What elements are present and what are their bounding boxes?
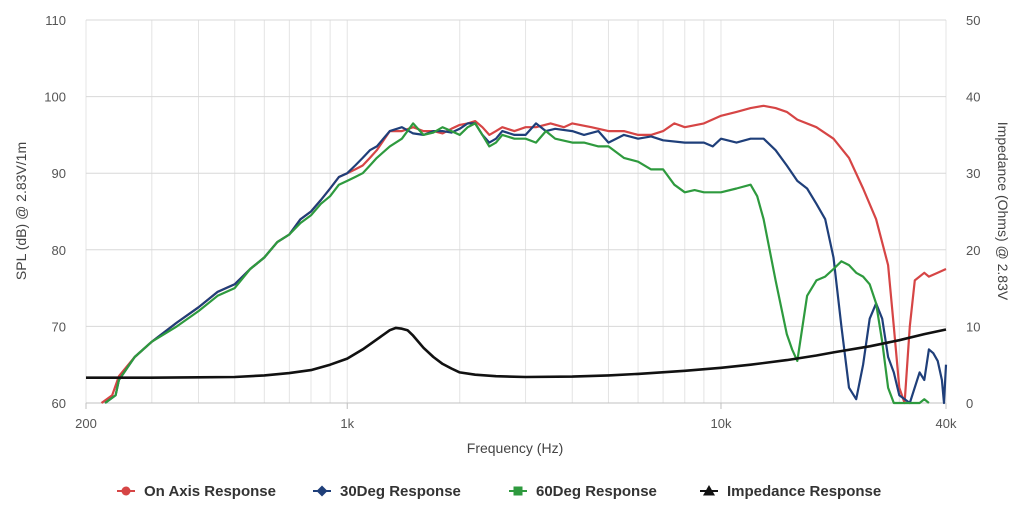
y-right-tick-label: 20 xyxy=(966,243,980,258)
series-line-on-axis-response xyxy=(100,104,947,405)
legend-label-60deg-response: 60Deg Response xyxy=(536,483,657,500)
legend-marker-60deg-response xyxy=(513,486,523,496)
legend-label-30deg-response: 30Deg Response xyxy=(340,483,461,500)
y-axis-left-title: SPL (dB) @ 2.83V/1m xyxy=(13,142,29,280)
y-right-tick-label: 40 xyxy=(966,90,980,105)
series-lines xyxy=(86,104,948,405)
x-tick-label: 10k xyxy=(710,416,731,431)
y-left-tick-label: 90 xyxy=(52,166,66,181)
x-tick-label: 1k xyxy=(340,416,354,431)
legend: On Axis Response 30Deg Response 60Deg Resp… xyxy=(117,483,881,500)
y-left-tick-label: 70 xyxy=(52,319,66,334)
legend-label-impedance-response: Impedance Response xyxy=(727,483,881,500)
y-left-tick-label: 60 xyxy=(52,396,66,411)
y-right-tick-label: 10 xyxy=(966,319,980,334)
y-right-tick-label: 30 xyxy=(966,166,980,181)
y-right-tick-label: 0 xyxy=(966,396,973,411)
legend-marker-on-axis-response xyxy=(121,486,131,496)
y-left-tick-label: 110 xyxy=(45,13,66,28)
y-right-tick-label: 50 xyxy=(966,13,980,28)
grid xyxy=(85,19,947,404)
legend-marker-30deg-response xyxy=(316,485,328,497)
x-tick-label: 200 xyxy=(75,416,97,431)
y-left-tick-label: 100 xyxy=(44,90,66,105)
series-line-impedance-response xyxy=(86,326,947,379)
series-line-60deg-response xyxy=(104,122,930,405)
x-axis-title: Frequency (Hz) xyxy=(467,440,563,456)
y-left-tick-label: 80 xyxy=(52,243,66,258)
series-line-30deg-response xyxy=(104,122,948,405)
y-axis-right-title: Impedance (Ohms) @ 2.83V xyxy=(995,122,1011,301)
x-tick-label: 40k xyxy=(936,416,957,431)
legend-label-on-axis-response: On Axis Response xyxy=(144,483,276,500)
legend-marker-impedance-response xyxy=(703,485,715,496)
tick-labels: 60 70 80 90 100 110 0 10 20 30 40 50 200 1k 10k 40k xyxy=(44,13,980,431)
